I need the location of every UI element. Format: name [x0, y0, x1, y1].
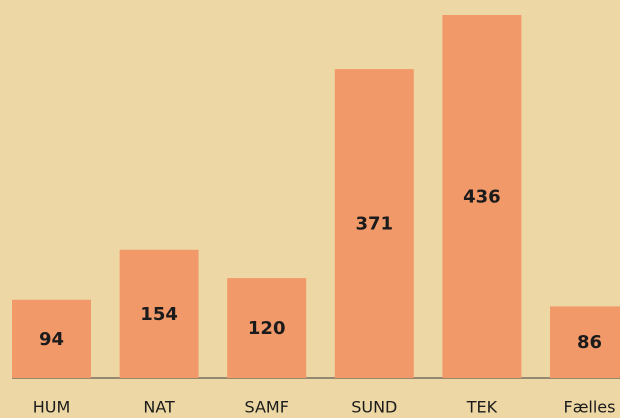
x-tick-label: HUM: [33, 398, 71, 417]
bar: [442, 15, 522, 378]
bar: [334, 69, 414, 378]
x-tick-label: Fælles: [564, 398, 616, 417]
value-label: 94: [39, 329, 64, 350]
bar: [550, 306, 620, 378]
value-label: 120: [248, 318, 286, 339]
x-tick-label: TEK: [466, 398, 498, 417]
bar: [12, 299, 91, 378]
value-label: 371: [356, 214, 394, 235]
bar: [119, 249, 199, 378]
x-tick-label: SUND: [351, 398, 397, 417]
x-tick-label: SAMF: [244, 398, 288, 417]
value-label: 154: [140, 304, 178, 325]
x-tick-label: NAT: [143, 398, 175, 417]
value-label: 86: [577, 332, 602, 353]
bar: [227, 278, 307, 378]
value-label: 436: [463, 187, 501, 208]
